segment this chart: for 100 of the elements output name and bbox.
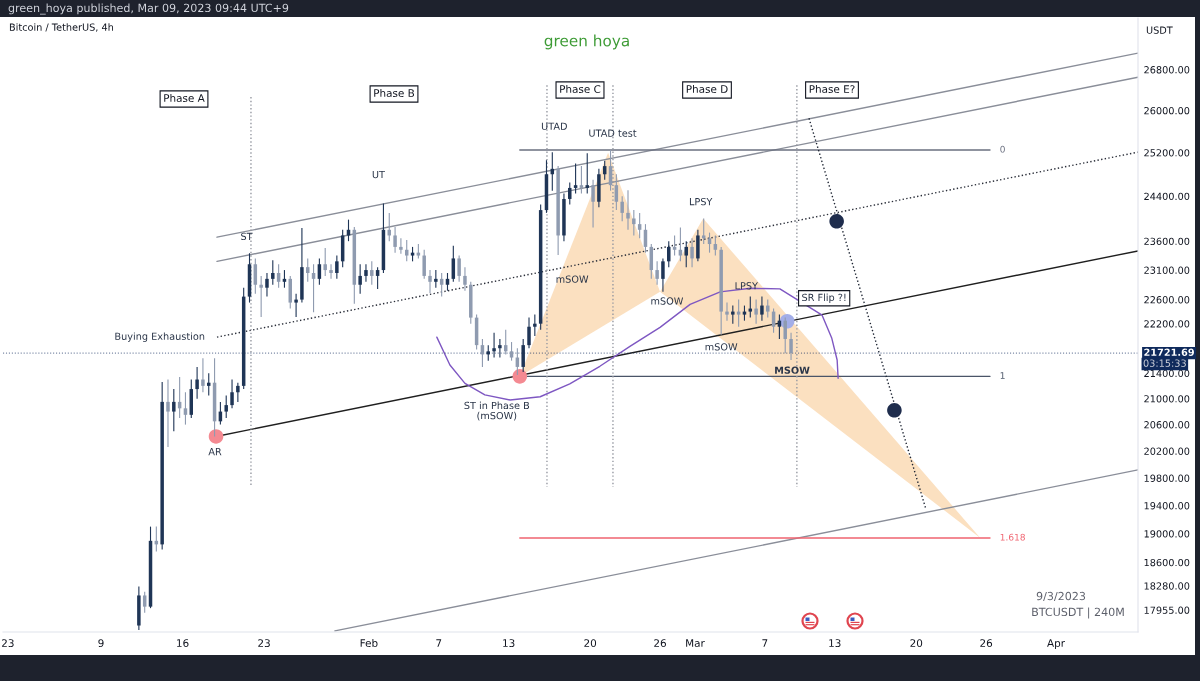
- x-tick-label: 7: [762, 639, 768, 647]
- text: green hoya: [544, 34, 629, 50]
- y-tick-label: 24400.00: [1144, 192, 1190, 201]
- candlestick: [672, 234, 677, 257]
- annotation: UTAD: [541, 122, 567, 130]
- point: [208, 429, 224, 444]
- candlestick: [789, 332, 793, 361]
- x-tick-label: 26: [980, 639, 993, 648]
- candlestick: [271, 259, 275, 286]
- annotation: Buying Exhaustion: [115, 332, 205, 342]
- candlestick: [655, 260, 659, 286]
- series-label: 1.618: [1000, 533, 1025, 541]
- y-tick-label: 21000.00: [1144, 395, 1190, 403]
- x-tick-label: Apr: [1047, 639, 1065, 650]
- candlestick: [399, 237, 403, 255]
- y-tick-label: 26800.00: [1144, 66, 1190, 74]
- candlestick: [667, 240, 671, 268]
- annotation: Phase B: [374, 88, 415, 98]
- x-tick-label: 7: [436, 639, 442, 647]
- candlestick: [172, 388, 176, 432]
- y-axis-title: USDT: [1146, 26, 1173, 34]
- candlestick: [754, 299, 758, 325]
- candlestick: [783, 317, 787, 354]
- annotation: Phase E?: [809, 84, 855, 94]
- candlestick: [521, 338, 525, 373]
- y-tick-label: 18280.00: [1144, 582, 1190, 590]
- x-tick-label: 13: [829, 639, 841, 648]
- x-tick-label: Feb: [360, 638, 378, 648]
- chart-subtitle: Bitcoin / TetherUS, 4h: [9, 23, 114, 32]
- annotation: Phase D: [686, 84, 728, 94]
- candlestick: [637, 212, 642, 239]
- y-tick-label: 19400.00: [1144, 502, 1190, 510]
- y-tick-label: 20200.00: [1144, 447, 1190, 455]
- annotation: ST in Phase B (mSOW): [464, 401, 530, 421]
- text: 03:15:33: [1143, 359, 1186, 367]
- candlestick: [265, 272, 269, 298]
- candlestick: [195, 366, 199, 400]
- x-tick-label: 16: [177, 639, 189, 648]
- point: [887, 403, 902, 418]
- annotation: BTCUSDT | 240M: [1032, 607, 1124, 619]
- y-tick-label: 21400.00: [1144, 369, 1190, 378]
- candlestick: [626, 189, 630, 231]
- y-tick-label: 22200.00: [1144, 320, 1190, 328]
- y-tick-label: 25200.00: [1144, 149, 1190, 157]
- annotation: LPSY: [689, 197, 713, 206]
- candlestick: [725, 302, 729, 322]
- y-tick-label: 17955.00: [1144, 606, 1190, 614]
- candlestick: [393, 226, 397, 254]
- candlestick: [533, 314, 537, 337]
- candlestick: [358, 263, 362, 295]
- annotation: UT: [372, 171, 385, 179]
- annotation: mSOW: [705, 343, 738, 351]
- candlestick: [224, 394, 228, 419]
- candlestick: [632, 209, 636, 237]
- y-tick-label: 26000.00: [1144, 106, 1190, 115]
- candlestick: [696, 229, 700, 262]
- candlestick: [259, 275, 263, 318]
- candlestick: [661, 257, 665, 293]
- candlestick: [166, 378, 170, 448]
- annotation: SR Flip ?!: [802, 293, 846, 303]
- candlestick: [760, 296, 764, 322]
- x-tick-label: 23: [1, 639, 14, 648]
- annotation: UTAD test: [589, 129, 637, 137]
- candlestick: [335, 254, 339, 280]
- annotation: MSOW: [775, 366, 810, 374]
- annotation: Phase A: [164, 93, 205, 103]
- x-tick-label: 23: [258, 639, 270, 648]
- candlestick: [294, 293, 298, 318]
- candlestick: [236, 382, 240, 403]
- x-tick-label: 13: [503, 639, 515, 648]
- y-tick-label: 22600.00: [1144, 296, 1190, 304]
- candlestick: [323, 247, 327, 277]
- annotation: Phase C: [560, 84, 601, 94]
- y-tick-label: 18600.00: [1144, 558, 1190, 567]
- point: [829, 214, 844, 229]
- candlestick: [329, 263, 333, 280]
- candlestick: [230, 378, 234, 409]
- x-tick-label: 26: [654, 639, 666, 648]
- candlestick: [579, 165, 584, 194]
- candlestick: [678, 226, 683, 262]
- annotation: mSOW: [556, 275, 589, 283]
- candlestick: [201, 357, 205, 393]
- candlestick: [713, 234, 718, 257]
- series-label: 0: [1000, 145, 1005, 153]
- candlestick: [404, 239, 409, 262]
- text: green_hoya published, Mar 09, 2023 09:44 UTC+9: [8, 3, 289, 15]
- candlestick: [684, 240, 688, 268]
- candlestick: [492, 332, 496, 359]
- candlestick: [701, 217, 706, 245]
- candlestick: [370, 260, 374, 286]
- candlestick: [527, 317, 531, 349]
- ref-line-label: 21721.69: [1144, 348, 1194, 356]
- candlestick: [620, 195, 624, 222]
- candlestick: [375, 266, 380, 290]
- series-label: 1: [1000, 372, 1005, 379]
- candlestick: [568, 181, 572, 206]
- y-tick-label: 19000.00: [1144, 530, 1190, 538]
- annotation: ST: [241, 232, 253, 241]
- candlestick: [690, 237, 694, 268]
- annotation: mSOW: [651, 297, 684, 305]
